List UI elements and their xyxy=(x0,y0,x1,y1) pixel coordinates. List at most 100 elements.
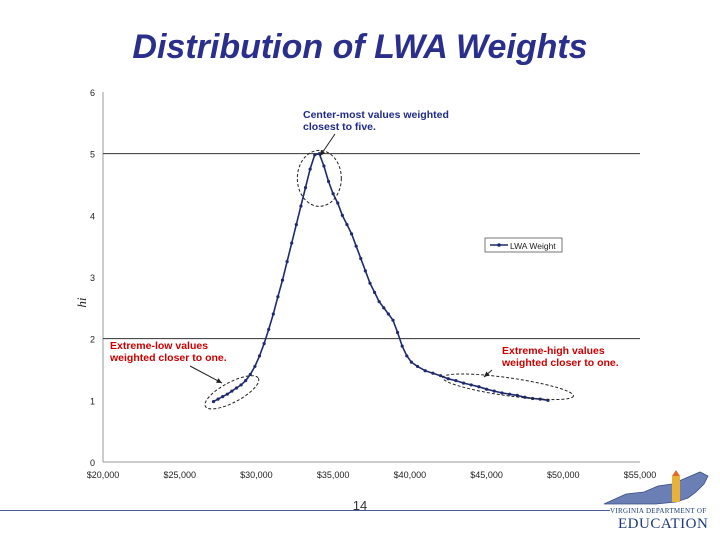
arrow-low xyxy=(189,365,223,384)
annotation-text: Center-most values weighted xyxy=(303,109,449,121)
slide-title: Distribution of LWA Weights xyxy=(132,28,588,66)
data-point xyxy=(400,344,404,348)
legend-box xyxy=(484,237,563,253)
data-point xyxy=(507,392,512,396)
data-point xyxy=(336,201,340,205)
data-point xyxy=(461,381,466,385)
y-tick-label: 3 xyxy=(90,273,95,283)
x-tick-label: $50,000 xyxy=(547,470,580,480)
data-point xyxy=(363,269,367,273)
data-point xyxy=(492,389,496,393)
x-tick-label: $55,000 xyxy=(624,470,657,480)
x-tick-label: $30,000 xyxy=(240,470,273,480)
data-point xyxy=(354,244,358,248)
data-point xyxy=(253,364,257,369)
data-point xyxy=(469,383,473,387)
data-point xyxy=(405,354,409,358)
data-point xyxy=(484,387,489,391)
data-point xyxy=(349,232,354,236)
legend-marker xyxy=(497,243,501,247)
annotation-text: weighted closer to one. xyxy=(109,352,227,364)
data-point xyxy=(290,241,294,245)
data-point xyxy=(386,312,390,316)
annotation-text: Extreme-low values xyxy=(110,340,208,352)
highlight-center xyxy=(296,149,342,207)
data-point xyxy=(280,278,285,282)
y-tick-label: 5 xyxy=(90,150,95,160)
data-point xyxy=(239,383,243,387)
data-point xyxy=(359,256,363,261)
arrow-high-head xyxy=(484,371,490,377)
data-point xyxy=(515,393,519,397)
arrow-center-head xyxy=(320,150,326,156)
data-point xyxy=(234,386,239,390)
data-point xyxy=(500,391,504,395)
data-point xyxy=(391,318,395,322)
data-point xyxy=(477,385,481,389)
x-tick-label: $40,000 xyxy=(394,470,427,480)
data-point xyxy=(271,312,275,316)
data-point xyxy=(382,306,386,310)
series-line-lwa-weight xyxy=(213,152,549,403)
data-point xyxy=(244,379,248,383)
x-tick-label: $35,000 xyxy=(317,470,350,480)
data-point xyxy=(267,327,271,332)
y-tick-label: 0 xyxy=(90,458,95,468)
data-point xyxy=(431,371,435,375)
data-point xyxy=(211,399,216,404)
data-point xyxy=(221,395,225,399)
data-point xyxy=(225,392,229,396)
data-point xyxy=(257,354,262,358)
data-point xyxy=(303,185,308,190)
data-point xyxy=(395,330,400,335)
annotation-text: closest to five. xyxy=(303,121,376,133)
logo-line2: EDUCATION xyxy=(618,516,709,532)
arrow-low-head xyxy=(216,378,222,383)
page-number: 14 xyxy=(352,498,368,513)
vdoe-logo: VIRGINIA DEPARTMENT OF EDUCATION xyxy=(596,470,712,536)
footer-divider xyxy=(0,510,610,511)
highlight-high xyxy=(442,373,574,401)
data-point xyxy=(446,377,450,381)
data-point xyxy=(262,342,266,346)
data-point xyxy=(331,192,335,196)
data-point xyxy=(368,281,372,285)
data-point xyxy=(523,395,527,399)
data-point xyxy=(345,222,349,227)
data-point xyxy=(326,179,331,184)
x-tick-label: $20,000 xyxy=(87,470,120,480)
data-point xyxy=(340,213,344,217)
x-tick-label: $25,000 xyxy=(163,470,196,480)
data-point xyxy=(230,389,234,393)
data-point xyxy=(308,167,312,171)
virginia-state-icon xyxy=(603,470,709,505)
y-tick-label: 6 xyxy=(90,88,95,98)
data-point xyxy=(276,295,280,299)
logo-line1: VIRGINIA DEPARTMENT OF xyxy=(610,507,707,515)
data-point xyxy=(317,152,321,156)
data-point xyxy=(322,164,326,168)
data-point xyxy=(377,300,381,304)
data-point xyxy=(313,153,317,157)
legend-label: LWA Weight xyxy=(510,241,556,251)
y-tick-label: 1 xyxy=(90,396,95,406)
data-point xyxy=(294,222,298,227)
data-point xyxy=(285,259,289,264)
annotation-text: Extreme-high values xyxy=(502,345,605,357)
y-tick-label: 4 xyxy=(90,211,95,221)
y-axis-label: hi xyxy=(74,297,89,308)
data-point xyxy=(454,379,458,383)
data-point xyxy=(538,397,542,401)
y-tick-label: 2 xyxy=(90,335,95,345)
data-point xyxy=(372,290,377,295)
data-point xyxy=(438,374,443,378)
data-point xyxy=(409,360,413,364)
data-point xyxy=(423,369,427,373)
annotation-text: weighted closer to one. xyxy=(501,357,619,369)
x-tick-label: $45,000 xyxy=(470,470,503,480)
data-point xyxy=(299,204,303,208)
data-point xyxy=(216,397,220,401)
highlight-low xyxy=(204,375,260,410)
data-point xyxy=(415,364,420,369)
